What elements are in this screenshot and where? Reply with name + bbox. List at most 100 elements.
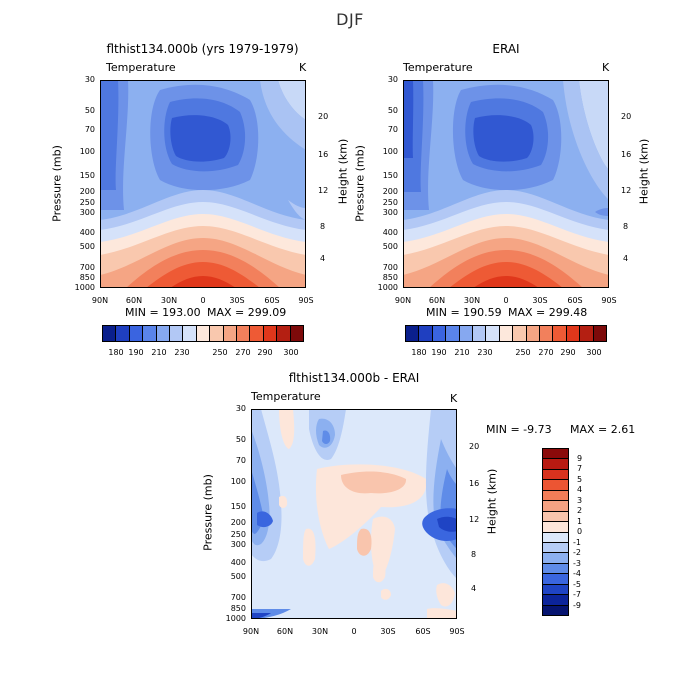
y-right-tick: 12 xyxy=(318,186,329,195)
y-right-tick: 16 xyxy=(318,150,329,159)
x-tick: 0 xyxy=(503,296,509,305)
y-right-axis-label: Height (km) xyxy=(336,138,350,205)
colorbar-label: 7 xyxy=(577,464,583,473)
y-tick: 100 xyxy=(230,477,246,486)
colorbar-cell xyxy=(543,459,568,470)
y-right-axis-label: Height (km) xyxy=(485,468,499,535)
x-tick: 0 xyxy=(351,627,357,636)
colorbar-cell xyxy=(446,326,460,341)
x-tick: 90S xyxy=(298,296,314,305)
y-tick: 850 xyxy=(382,273,398,282)
colorbar-label: -7 xyxy=(573,590,581,599)
y-right-tick: 8 xyxy=(471,550,477,559)
colorbar-label: 2 xyxy=(577,506,583,515)
y-tick: 400 xyxy=(382,228,398,237)
max-label: MAX = 2.61 xyxy=(570,423,636,436)
colorbar xyxy=(102,325,304,342)
y-tick: 500 xyxy=(230,572,246,581)
x-tick: 60S xyxy=(567,296,583,305)
colorbar-cell xyxy=(277,326,291,341)
colorbar-label: 250 xyxy=(212,348,228,357)
colorbar-cell xyxy=(237,326,251,341)
y-tick: 200 xyxy=(382,187,398,196)
colorbar-cell xyxy=(543,449,568,460)
panel-title: ERAI xyxy=(492,42,520,56)
colorbar-cell xyxy=(543,532,568,543)
colorbar-cell xyxy=(170,326,184,341)
y-axis-label: Pressure (mb) xyxy=(353,145,367,222)
colorbar-cell xyxy=(406,326,420,341)
figure-title: DJF xyxy=(336,10,364,29)
y-right-tick: 4 xyxy=(623,254,629,263)
y-tick: 30 xyxy=(235,404,246,413)
x-tick: 30N xyxy=(160,296,178,305)
variable-label: Temperature xyxy=(251,390,321,403)
y-axis-label: Pressure (mb) xyxy=(50,145,64,222)
y-tick: 150 xyxy=(79,171,95,180)
y-tick: 700 xyxy=(382,263,398,272)
x-tick: 60N xyxy=(125,296,143,305)
plot-frame xyxy=(251,409,457,619)
colorbar-label: 5 xyxy=(577,475,583,484)
colorbar-label: 210 xyxy=(454,348,470,357)
colorbar-label: -3 xyxy=(573,559,581,568)
y-tick: 1000 xyxy=(377,283,398,292)
y-tick: 250 xyxy=(382,198,398,207)
y-axis-label: Pressure (mb) xyxy=(201,474,215,551)
colorbar-label: 290 xyxy=(257,348,273,357)
x-tick: 60S xyxy=(264,296,280,305)
panel-title: flthist134.000b (yrs 1979-1979) xyxy=(106,42,299,56)
x-tick: 60S xyxy=(415,627,431,636)
max-label: MAX = 299.48 xyxy=(508,306,588,319)
max-label: MAX = 299.09 xyxy=(207,306,287,319)
colorbar-cell xyxy=(540,326,554,341)
y-tick: 250 xyxy=(79,198,95,207)
colorbar-label: 190 xyxy=(431,348,447,357)
y-tick: 850 xyxy=(230,604,246,613)
colorbar-cell xyxy=(156,326,171,341)
colorbar-cell xyxy=(566,326,581,341)
units-label: K xyxy=(602,61,610,74)
colorbar-label: 190 xyxy=(128,348,144,357)
y-right-tick: 12 xyxy=(469,515,480,524)
x-tick: 60N xyxy=(276,627,294,636)
y-tick: 300 xyxy=(79,208,95,217)
colorbar-cell xyxy=(513,326,527,341)
colorbar-cell xyxy=(543,490,568,502)
colorbar-label: 180 xyxy=(411,348,427,357)
x-tick: 30N xyxy=(311,627,329,636)
y-tick: 1000 xyxy=(225,614,246,623)
y-tick: 50 xyxy=(84,106,95,115)
x-tick: 90N xyxy=(242,627,260,636)
colorbar-cell xyxy=(223,326,238,341)
units-label: K xyxy=(450,392,458,405)
y-tick: 200 xyxy=(79,187,95,196)
colorbar-cell xyxy=(526,326,541,341)
min-label: MIN = -9.73 xyxy=(486,423,552,436)
colorbar-cell xyxy=(459,326,474,341)
colorbar-label: 250 xyxy=(515,348,531,357)
x-tick: 30S xyxy=(380,627,396,636)
panel-title: flthist134.000b - ERAI xyxy=(288,371,420,385)
y-tick: 700 xyxy=(79,263,95,272)
colorbar-label: 4 xyxy=(577,485,583,494)
colorbar-cell xyxy=(593,326,607,341)
colorbar-cell xyxy=(580,326,594,341)
colorbar-label: 290 xyxy=(560,348,576,357)
colorbar-cell xyxy=(543,480,568,491)
x-tick: 90S xyxy=(449,627,465,636)
y-right-tick: 4 xyxy=(471,584,477,593)
colorbar-cell xyxy=(486,326,500,341)
colorbar-label: 9 xyxy=(577,454,583,463)
variable-label: Temperature xyxy=(106,61,176,74)
colorbar-cell xyxy=(543,511,568,523)
y-tick: 300 xyxy=(382,208,398,217)
x-tick: 90S xyxy=(601,296,617,305)
colorbar-label: -1 xyxy=(573,538,581,547)
y-tick: 50 xyxy=(387,106,398,115)
colorbar-cell xyxy=(250,326,264,341)
y-right-axis-label: Height (km) xyxy=(637,138,651,205)
y-tick: 850 xyxy=(79,273,95,282)
colorbar-label: -4 xyxy=(573,569,581,578)
